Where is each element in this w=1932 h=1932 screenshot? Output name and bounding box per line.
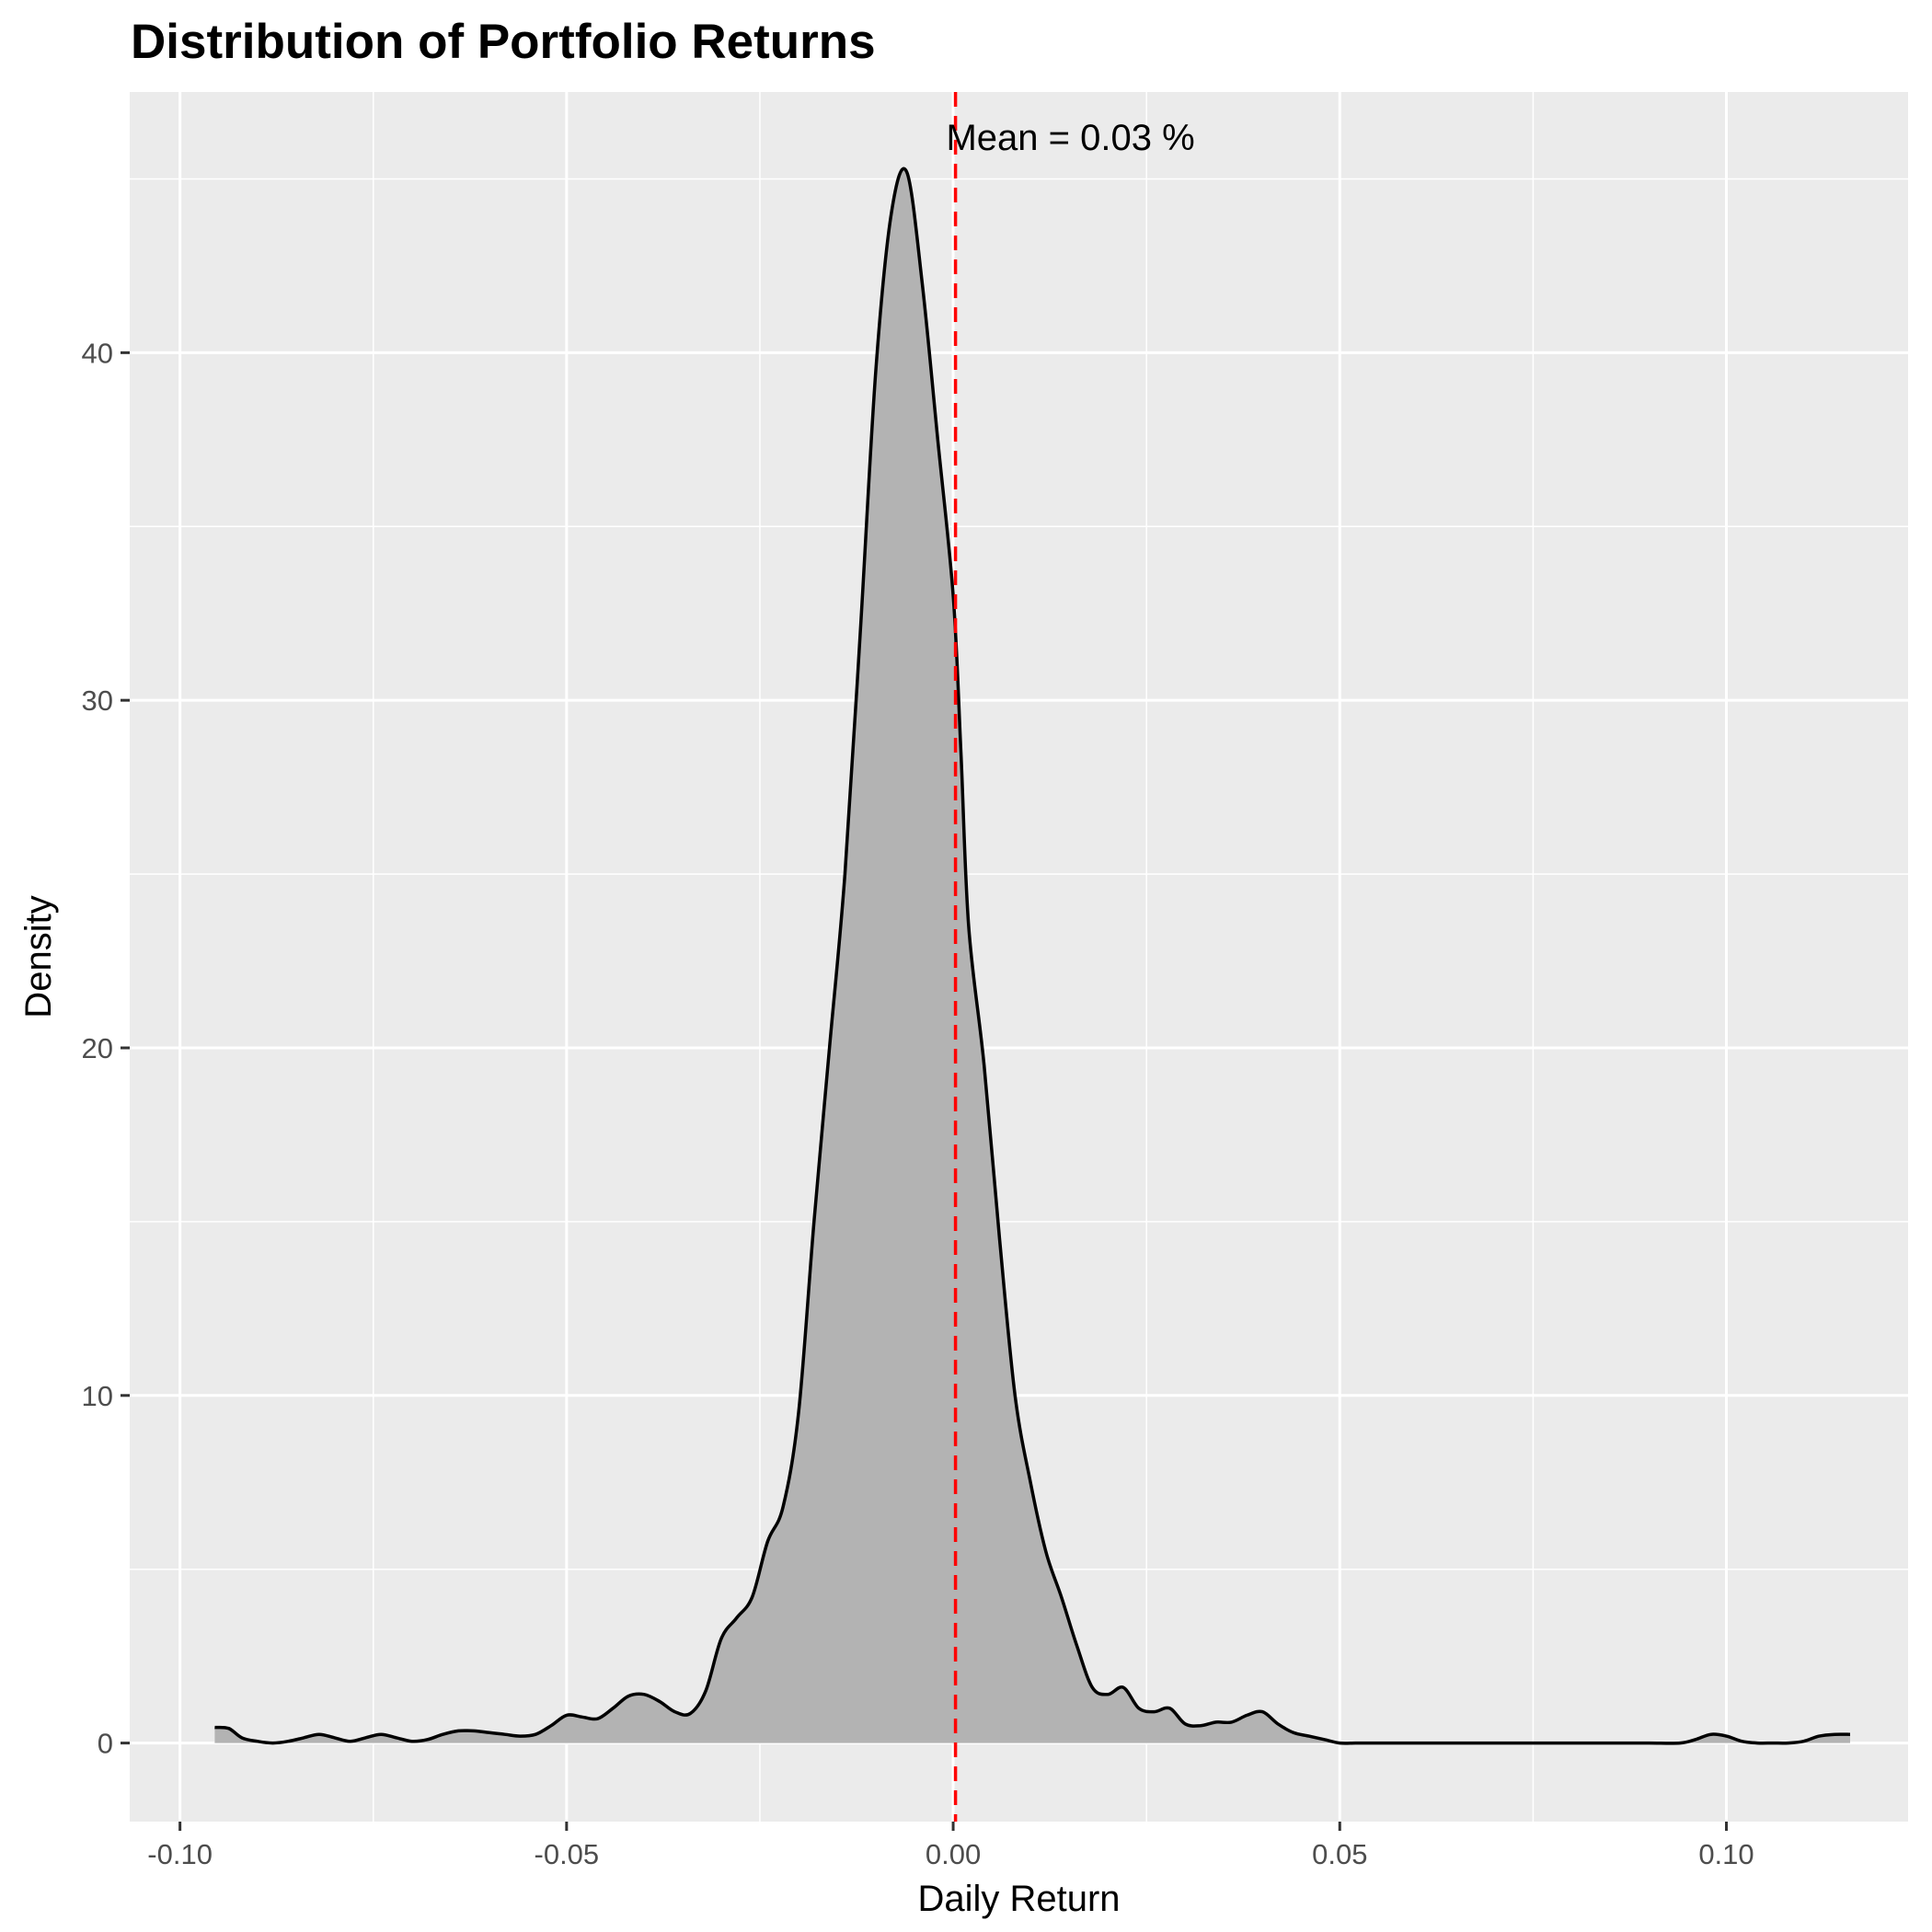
mean-annotation: Mean = 0.03 %: [946, 118, 1194, 158]
x-tick-label: -0.05: [535, 1838, 600, 1870]
x-tick-label: 0.05: [1312, 1838, 1367, 1870]
y-tick-label: 0: [98, 1728, 113, 1760]
y-axis-label: Density: [18, 895, 59, 1018]
major-gridlines: [130, 92, 1908, 1822]
x-tick-label: -0.10: [147, 1838, 213, 1870]
density-line: [214, 167, 1851, 1745]
y-tick-label: 10: [82, 1380, 113, 1412]
minor-gridlines: [130, 92, 1908, 1822]
y-axis: 0 10 20 30 40: [82, 337, 130, 1760]
x-axis: -0.10 -0.05 0.00 0.05 0.10: [147, 1822, 1754, 1870]
x-axis-label: Daily Return: [917, 1879, 1120, 1919]
y-tick-label: 30: [82, 684, 113, 717]
x-tick-label: 0.00: [926, 1838, 981, 1870]
y-tick-label: 20: [82, 1032, 113, 1064]
y-tick-label: 40: [82, 337, 113, 369]
x-tick-label: 0.10: [1698, 1838, 1754, 1870]
chart-title: Distribution of Portfolio Returns: [131, 15, 876, 69]
